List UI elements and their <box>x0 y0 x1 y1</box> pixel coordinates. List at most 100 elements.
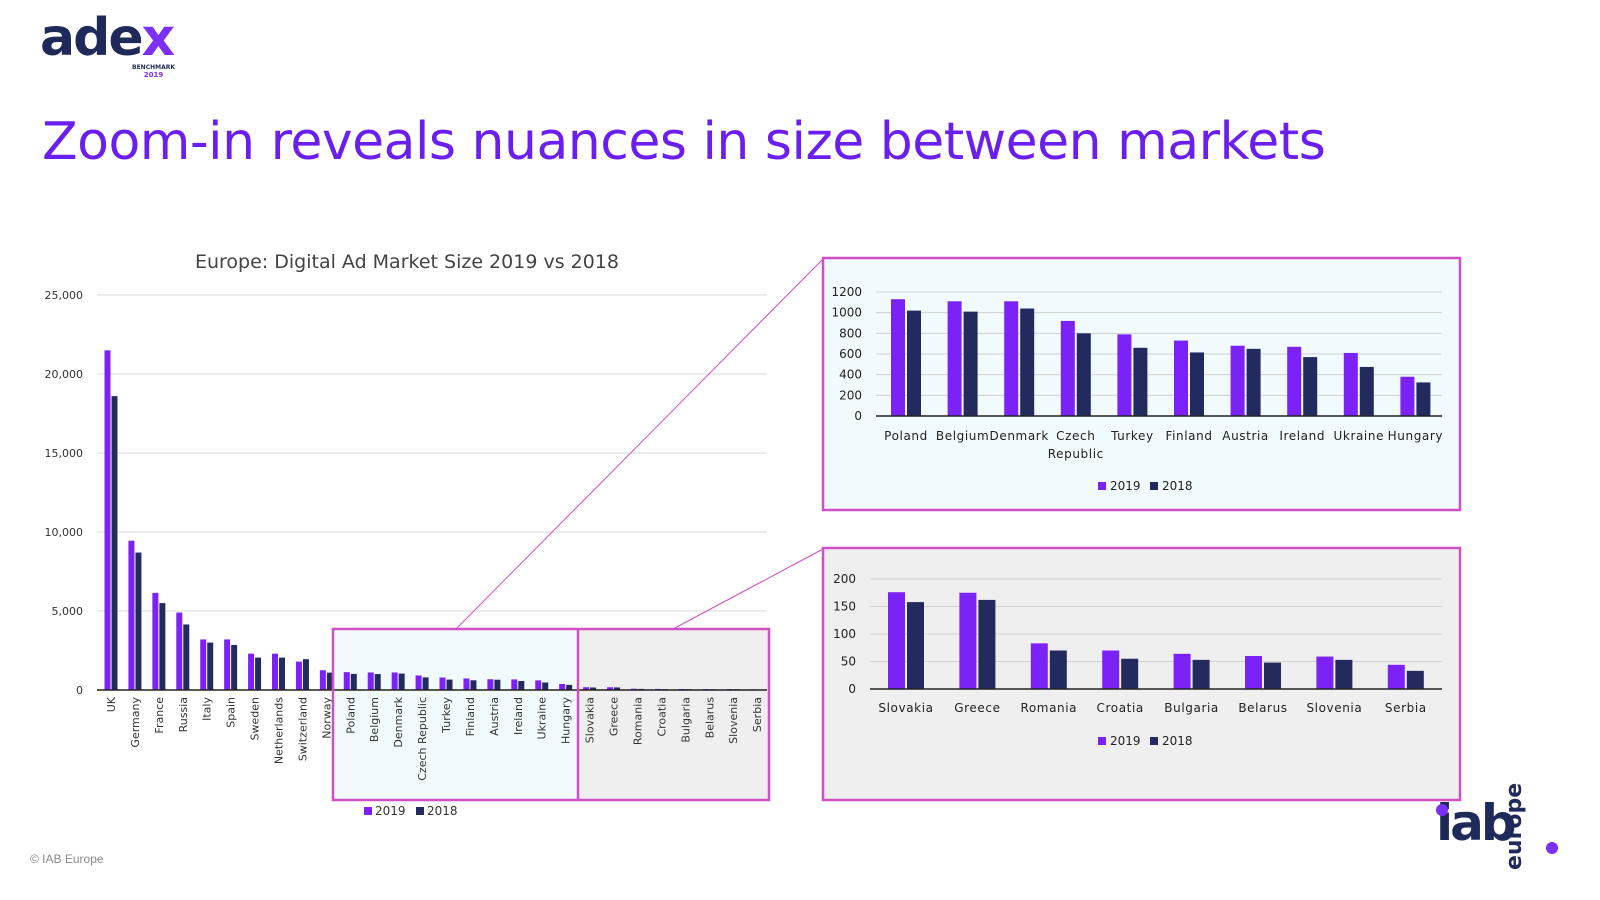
main-bar-2019-greece <box>607 687 614 690</box>
inset1-x-label-poland: Poland <box>884 429 928 443</box>
main-bar-2019-ukraine <box>535 680 542 690</box>
main-bar-2018-switzerland <box>302 659 309 690</box>
adex-wordmark: adex <box>40 8 175 68</box>
main-x-label-uk: UK <box>105 696 118 712</box>
main-x-label-croatia: Croatia <box>655 697 668 737</box>
inset1-bar-2018-czech-republic <box>1076 333 1091 416</box>
main-zoom-area-2 <box>578 629 769 800</box>
inset1-bar-2019-denmark <box>1004 301 1019 416</box>
main-bar-2018-spain <box>231 644 238 690</box>
inset2-bar-2019-serbia <box>1387 664 1405 689</box>
main-bar-2018-italy <box>207 642 214 690</box>
main-bar-2019-hungary <box>559 683 566 690</box>
main-bar-2019-germany <box>128 540 135 690</box>
inset2-x-label-greece: Greece <box>954 701 1000 715</box>
main-bar-2018-norway <box>326 672 333 690</box>
inset2-y-tick-label: 200 <box>833 572 856 586</box>
inset1-legend-swatch-2019 <box>1098 482 1106 490</box>
main-x-label-austria: Austria <box>488 697 501 736</box>
inset1-bar-2018-austria <box>1246 348 1261 416</box>
main-bar-2019-ireland <box>511 679 518 690</box>
inset1-bar-2019-ukraine <box>1343 352 1358 416</box>
main-x-label-switzerland: Switzerland <box>296 697 309 761</box>
main-legend-label-2019: 2019 <box>375 804 406 818</box>
iab-dot-top <box>1436 804 1448 816</box>
inset2-legend-label-2018: 2018 <box>1162 734 1193 748</box>
inset1-bar-2019-ireland <box>1287 346 1302 416</box>
adex-logo: adex BENCHMARK 2019 <box>40 10 180 88</box>
inset1-bar-2018-poland <box>907 310 921 416</box>
iab-europe-logo: iab europe <box>1436 770 1558 870</box>
main-bar-2019-turkey <box>439 677 446 690</box>
inset1-y-tick-label: 400 <box>839 368 862 382</box>
main-bar-2018-germany <box>135 552 142 690</box>
zoom-connector-2 <box>672 548 824 630</box>
inset2-y-tick-label: 100 <box>833 627 856 641</box>
main-bar-2019-russia <box>176 612 183 690</box>
main-bar-2019-austria <box>487 679 494 690</box>
inset2-legend-swatch-2018 <box>1150 737 1158 745</box>
inset2-x-label-slovakia: Slovakia <box>878 701 933 715</box>
inset2-y-tick-label: 150 <box>833 600 856 614</box>
inset1-bar-2018-belgium <box>963 311 978 416</box>
main-x-label-czech-republic: Czech Republic <box>416 697 429 781</box>
europe-wordmark: europe <box>1502 782 1527 870</box>
inset1-y-tick-label: 600 <box>839 347 862 361</box>
main-bar-2018-sweden <box>255 657 262 690</box>
main-bar-2019-sweden <box>248 653 255 690</box>
main-bar-2018-finland <box>470 680 477 690</box>
inset1-bar-2018-hungary <box>1416 382 1431 416</box>
main-legend-label-2018: 2018 <box>427 804 458 818</box>
inset1-legend-label-2019: 2019 <box>1110 479 1141 493</box>
main-x-label-france: France <box>153 697 166 734</box>
main-x-label-italy: Italy <box>201 697 214 721</box>
main-y-tick-label: 20,000 <box>45 368 84 381</box>
inset1-x-label-ireland: Ireland <box>1279 429 1325 443</box>
inset2-y-tick-label: 50 <box>841 655 856 669</box>
inset1-bar-2018-ireland <box>1303 357 1318 416</box>
main-bar-2018-denmark <box>398 673 405 690</box>
main-x-label-sweden: Sweden <box>249 697 262 740</box>
inset1-legend-label-2018: 2018 <box>1162 479 1193 493</box>
inset1-x-label-denmark: Denmark <box>990 429 1049 443</box>
main-x-label-bulgaria: Bulgaria <box>679 697 692 743</box>
main-bar-2018-ireland <box>518 680 525 690</box>
main-bar-2018-netherlands <box>279 657 286 690</box>
inset1-y-tick-label: 800 <box>839 326 862 340</box>
main-y-tick-label: 5,000 <box>52 605 84 618</box>
inset1-bar-2018-finland <box>1190 352 1204 416</box>
inset2-bar-2019-croatia <box>1102 650 1120 689</box>
main-bar-2018-russia <box>183 624 190 690</box>
inset2-bar-2019-slovakia <box>888 592 905 689</box>
inset1-x-label-ukraine: Ukraine <box>1334 429 1385 443</box>
main-bar-2018-greece <box>614 687 621 690</box>
inset2-bar-2018-croatia <box>1121 658 1139 689</box>
inset2-bar-2018-greece <box>978 599 996 689</box>
zoom-connector-1 <box>455 258 824 630</box>
inset2-bar-2019-bulgaria <box>1173 653 1191 689</box>
iab-dot-bottom <box>1546 842 1558 854</box>
main-bar-2018-austria <box>494 679 501 690</box>
inset2-x-label-belarus: Belarus <box>1238 701 1287 715</box>
main-bar-2019-poland <box>343 672 350 690</box>
inset1-x-label-turkey: Turkey <box>1110 429 1154 443</box>
main-bar-2018-hungary <box>566 684 573 690</box>
inset1-bar-2018-turkey <box>1133 347 1148 416</box>
inset1-bar-2018-denmark <box>1020 308 1035 416</box>
inset1-x-label-czech-republic: Republic <box>1048 447 1104 461</box>
inset1-y-tick-label: 1000 <box>831 306 862 320</box>
main-bar-2019-netherlands <box>272 653 279 690</box>
main-y-tick-label: 10,000 <box>45 526 84 539</box>
main-bar-2019-finland <box>463 678 470 690</box>
inset2-bar-2019-belarus <box>1245 656 1262 689</box>
inset2-legend-label-2019: 2019 <box>1110 734 1141 748</box>
main-x-label-ireland: Ireland <box>512 697 525 735</box>
inset1-y-tick-label: 1200 <box>831 285 862 299</box>
main-chart-title: Europe: Digital Ad Market Size 2019 vs 2… <box>195 251 619 273</box>
main-x-label-romania: Romania <box>631 697 644 745</box>
inset2-x-label-serbia: Serbia <box>1385 701 1427 715</box>
main-x-label-serbia: Serbia <box>751 697 764 732</box>
main-x-label-russia: Russia <box>177 697 190 732</box>
inset1-bar-2019-belgium <box>947 301 962 416</box>
main-x-label-slovakia: Slovakia <box>584 697 597 743</box>
